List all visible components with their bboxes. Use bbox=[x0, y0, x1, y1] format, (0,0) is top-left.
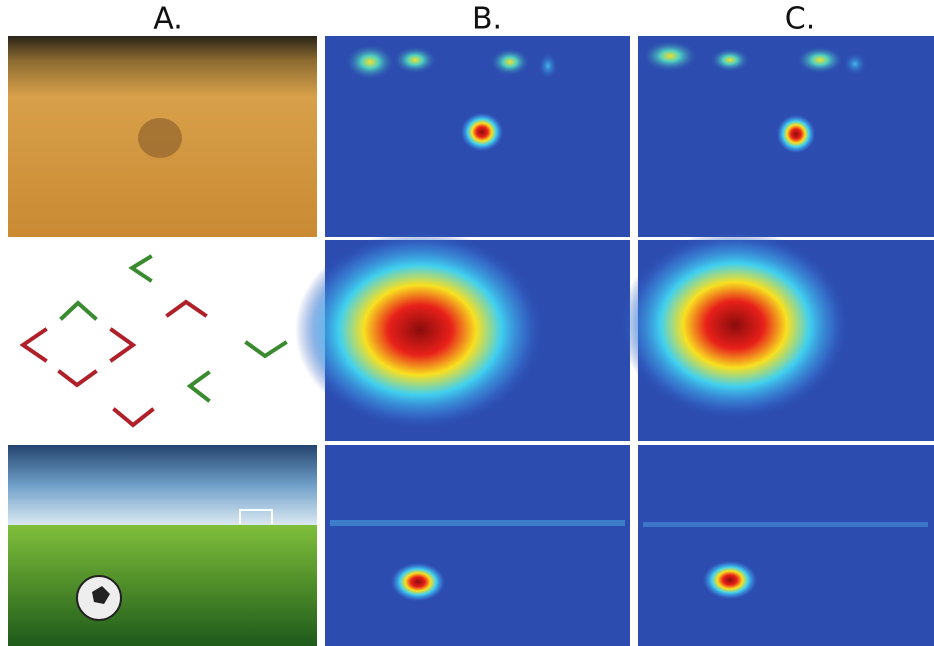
saliency-map bbox=[295, 230, 630, 441]
saliency-map bbox=[638, 445, 934, 646]
saliency-map bbox=[638, 36, 934, 237]
lion-image bbox=[8, 36, 317, 237]
saliency-map bbox=[325, 445, 630, 646]
column-label: A. bbox=[153, 2, 183, 37]
figure: A. B. C. bbox=[0, 0, 934, 646]
saliency-map bbox=[325, 36, 630, 237]
column-label: B. bbox=[472, 2, 502, 37]
soccer-image bbox=[8, 445, 317, 646]
column-label: C. bbox=[785, 2, 815, 37]
chevron-image bbox=[8, 240, 317, 441]
saliency-map bbox=[620, 230, 934, 441]
